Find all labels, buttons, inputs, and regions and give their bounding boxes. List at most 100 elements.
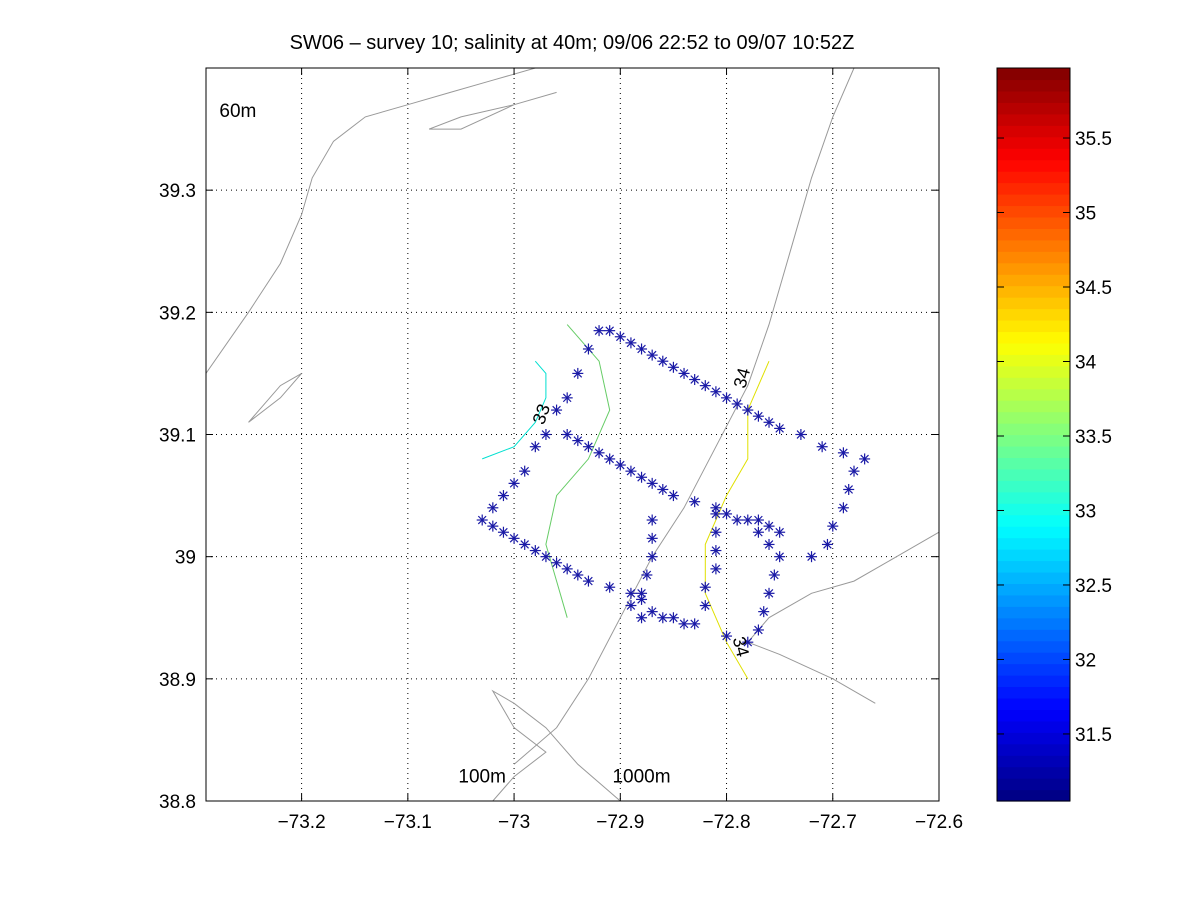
bathymetry-contour-60m: [206, 68, 536, 374]
colorbar-strip: [997, 400, 1070, 413]
ctd-station-marker: [774, 526, 786, 538]
colorbar-strip: [997, 709, 1070, 722]
colorbar-strip: [997, 262, 1070, 275]
ctd-station-marker: [710, 545, 722, 557]
colorbar-strip: [997, 686, 1070, 699]
station-stroke: [637, 344, 646, 354]
ctd-station-marker: [636, 587, 648, 599]
ctd-station-marker: [636, 471, 648, 483]
ctd-station-marker: [721, 508, 733, 520]
colorbar-ticks: 31.5 32 32.5 33 33.5 34 34.5 35 35.5: [997, 129, 1112, 746]
ctd-station-marker: [646, 514, 658, 526]
station-stroke: [743, 637, 753, 647]
colorbar-strip: [997, 560, 1070, 573]
colorbar-strip: [997, 583, 1070, 596]
ctd-station-marker: [551, 557, 563, 569]
colorbar-strip: [997, 549, 1070, 562]
ctd-station-marker: [593, 447, 605, 459]
colorbar-strip: [997, 778, 1070, 791]
colorbar-strip: [997, 308, 1070, 321]
colorbar-strip: [997, 434, 1070, 447]
colorbar-tick-label: 32.5: [1075, 576, 1112, 597]
ctd-station-marker: [721, 630, 733, 642]
station-stroke: [499, 491, 508, 500]
ctd-station-marker: [614, 331, 626, 343]
ctd-station-marker: [646, 349, 658, 361]
ctd-station-marker: [487, 502, 499, 514]
station-stroke: [669, 362, 678, 372]
station-stroke: [573, 570, 583, 580]
station-stroke: [690, 375, 699, 384]
ctd-station-marker: [731, 514, 743, 526]
ctd-station-marker: [625, 337, 637, 349]
ctd-station-marker: [487, 520, 499, 532]
station-stroke: [764, 540, 774, 549]
station-stroke: [775, 527, 784, 537]
colorbar-strip: [997, 594, 1070, 607]
colorbar-strip: [997, 652, 1070, 665]
depth-label: 100m: [458, 767, 506, 788]
station-stroke: [584, 576, 593, 586]
station-stroke: [637, 595, 646, 604]
station-stroke: [690, 497, 699, 507]
ctd-station-marker: [641, 569, 653, 581]
ctd-station-marker: [646, 532, 658, 544]
depth-label: 1000m: [612, 767, 670, 788]
station-stroke: [626, 338, 636, 348]
station-stroke: [509, 479, 519, 488]
station-stroke: [669, 613, 678, 623]
ctd-station-marker: [657, 483, 669, 495]
station-stroke: [605, 326, 614, 335]
ctd-station-marker: [699, 380, 711, 392]
colorbar-strip: [997, 216, 1070, 229]
ctd-station-marker: [625, 587, 637, 599]
colorbar-strip: [997, 79, 1070, 92]
ctd-station-marker: [646, 551, 658, 563]
colorbar-strip: [997, 526, 1070, 539]
station-stroke: [754, 515, 763, 525]
ctd-station-marker: [561, 563, 573, 575]
colorbar-strip: [997, 606, 1070, 619]
station-stroke: [615, 332, 625, 342]
colorbar-strip: [997, 331, 1070, 344]
station-stroke: [584, 442, 593, 452]
station-stroke: [732, 515, 742, 525]
ctd-station-marker: [710, 502, 722, 514]
ctd-station-marker: [848, 465, 860, 477]
station-stroke: [647, 515, 657, 525]
station-stroke: [775, 424, 784, 433]
ctd-station-marker: [667, 490, 679, 502]
station-stroke: [562, 393, 572, 403]
bathymetry-layer: [206, 68, 939, 801]
station-stroke: [754, 527, 763, 537]
colorbar-strip: [997, 480, 1070, 493]
station-stroke: [488, 503, 498, 513]
colorbar-tick-label: 34: [1075, 352, 1097, 373]
ctd-station-marker: [636, 612, 648, 624]
colorbar-strip: [997, 193, 1070, 207]
station-stroke: [722, 393, 731, 403]
ctd-station-marker: [742, 636, 754, 648]
colorbar-frame: [996, 67, 1071, 802]
station-stroke: [626, 466, 636, 476]
station-stroke: [584, 344, 593, 354]
colorbar-strip: [997, 617, 1070, 630]
colorbar-strip: [997, 468, 1070, 481]
station-stroke: [764, 589, 774, 598]
ctd-station-marker: [582, 343, 594, 355]
ctd-station-marker: [667, 612, 679, 624]
station-stroke: [552, 558, 561, 568]
station-stroke: [711, 527, 721, 537]
station-stroke: [477, 515, 487, 525]
ctd-station-marker: [604, 453, 616, 465]
station-stroke: [759, 607, 769, 616]
colorbar-strip: [997, 125, 1070, 138]
ctd-station-marker: [710, 508, 722, 520]
colorbar-strip: [997, 503, 1070, 516]
ctd-station-marker: [699, 581, 711, 593]
colorbar-strip: [997, 297, 1070, 310]
ctd-station-marker: [497, 526, 509, 538]
ctd-station-marker: [572, 569, 584, 581]
bathymetry-contour-60m-shoal-a: [248, 372, 302, 423]
